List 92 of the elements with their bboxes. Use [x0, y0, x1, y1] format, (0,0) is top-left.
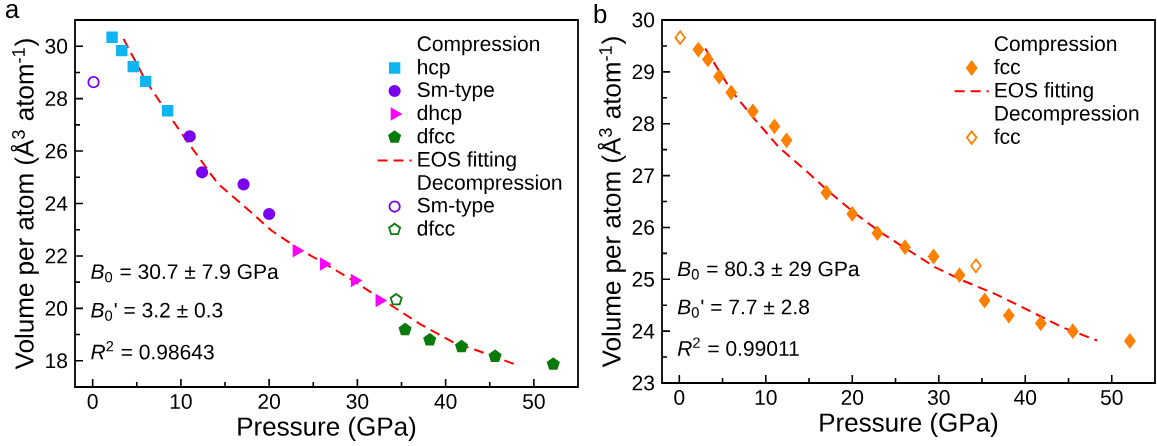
y-tick-label: 26	[632, 220, 655, 235]
y-tick-label: 20	[45, 300, 68, 316]
x-tick-label: 40	[434, 394, 457, 409]
annotation: R$^{2}$ = 0.98643	[91, 341, 214, 360]
y-tick-label: 18	[46, 353, 68, 369]
y-tick-label: 30	[45, 38, 68, 54]
point	[87, 76, 100, 89]
point	[978, 293, 991, 308]
y-tick-label: 22	[45, 248, 67, 264]
x-axis-title: Pressure (GPa)	[820, 412, 998, 437]
point	[183, 130, 196, 143]
y-tick-label: 24	[45, 196, 68, 211]
point	[263, 207, 276, 221]
legend-label: fcc	[994, 58, 1021, 75]
legend-label: Sm-type	[417, 197, 494, 217]
annotation: B$_{0}$' = 3.2 ± 0.3	[91, 302, 223, 321]
chart-title: a	[5, 3, 20, 19]
x-tick-label: 30	[927, 390, 950, 405]
y-tick-label: 29	[632, 64, 654, 80]
annotation: Decompression	[418, 174, 562, 195]
x-axis-title: Pressure (GPa)	[238, 416, 416, 441]
x-tick-label: 10	[755, 390, 777, 405]
point	[702, 52, 714, 67]
y-tick-label: 30	[632, 12, 655, 28]
point	[106, 31, 118, 43]
point	[713, 69, 725, 84]
point	[780, 133, 793, 148]
point	[195, 166, 209, 179]
x-tick-label: 40	[1014, 390, 1037, 405]
point	[389, 293, 403, 306]
point	[674, 30, 686, 45]
point	[820, 185, 833, 200]
chart-title: b	[594, 4, 607, 24]
annotation: B$_{0}$ = 30.7 ± 7.9 GPa	[91, 264, 279, 283]
x-tick-label: 50	[1100, 390, 1123, 405]
annotation: R$^{2}$ = 0.99011	[677, 337, 799, 356]
point	[1035, 316, 1047, 331]
y-tick-label: 25	[632, 271, 655, 287]
y-tick-label: 27	[632, 168, 654, 183]
point	[747, 103, 759, 119]
legend-label: dfcc	[417, 220, 455, 236]
legend-label: hcp	[418, 58, 450, 79]
y-tick-label: 23	[632, 375, 655, 391]
point	[455, 339, 468, 353]
point	[846, 206, 858, 222]
annotation: Decompression	[995, 105, 1139, 125]
point	[927, 249, 940, 264]
point	[871, 225, 884, 241]
legend-label: Sm-type	[417, 82, 494, 102]
point	[139, 75, 152, 88]
point	[237, 178, 250, 191]
point	[116, 44, 128, 57]
legend-label: fcc	[994, 128, 1021, 144]
y-axis-title: Volume per atom (Å$^{3}$ atom$^{-1}$)	[597, 37, 626, 368]
annotation: B$_{0}$' = 7.7 ± 2.8	[677, 299, 809, 318]
y-tick-label: 24	[632, 323, 655, 339]
x-tick-label: 30	[346, 394, 369, 409]
legend-label: EOS fitting	[418, 151, 516, 171]
x-tick-label: 0	[674, 390, 685, 405]
point	[970, 258, 982, 274]
point	[423, 333, 437, 346]
x-tick-label: 20	[841, 390, 864, 405]
x-tick-label: 50	[523, 394, 545, 409]
legend-label: dfcc	[417, 128, 455, 144]
y-axis-title: Volume per atom (Å$^{3}$ atom$^{-1}$)	[10, 39, 39, 370]
legend-title: Compression	[994, 35, 1117, 56]
point	[768, 119, 781, 134]
x-tick-label: 0	[87, 394, 98, 409]
y-tick-label: 28	[632, 116, 655, 132]
point	[1067, 323, 1079, 339]
point	[899, 239, 911, 255]
point	[350, 274, 362, 287]
y-tick-label: 28	[45, 91, 68, 107]
point	[546, 357, 560, 370]
legend-title: Compression	[417, 35, 540, 56]
point	[1003, 308, 1015, 323]
point	[488, 349, 502, 362]
legend-label: dhcp	[417, 104, 462, 125]
x-tick-label: 10	[170, 394, 192, 409]
point	[953, 267, 966, 283]
y-tick-label: 26	[45, 143, 68, 159]
point	[319, 257, 331, 271]
x-tick-label: 20	[258, 394, 280, 409]
point	[292, 244, 304, 257]
annotation: B$_{0}$ = 80.3 ± 29 GPa	[677, 261, 860, 280]
point	[725, 85, 737, 100]
legend-label: EOS fitting	[995, 82, 1093, 102]
point	[398, 322, 412, 336]
point	[127, 60, 139, 73]
point	[692, 42, 705, 57]
point	[375, 294, 387, 307]
point	[161, 105, 174, 117]
